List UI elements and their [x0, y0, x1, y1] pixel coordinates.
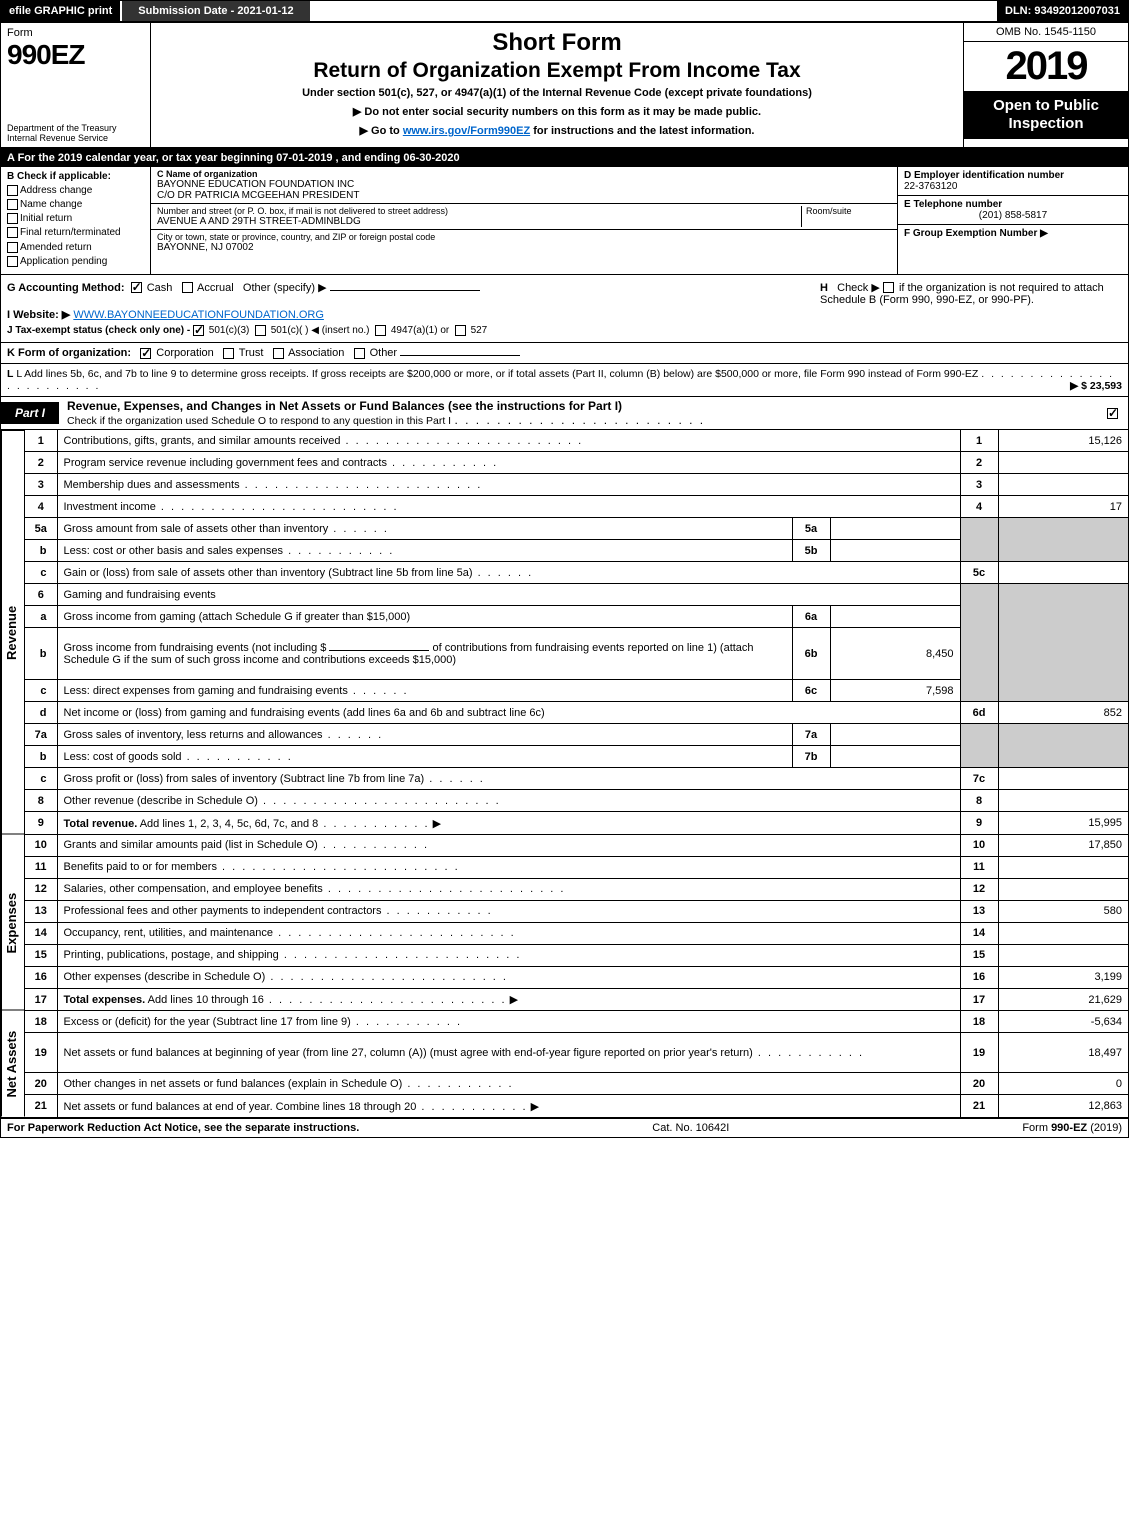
org-name-cell: C Name of organization BAYONNE EDUCATION…	[151, 167, 897, 204]
line-21: 21 Net assets or fund balances at end of…	[25, 1095, 1128, 1117]
dept-treasury: Department of the Treasury Internal Reve…	[7, 123, 144, 143]
box-h: H Check ▶ if the organization is not req…	[812, 281, 1122, 336]
revenue-label: Revenue	[1, 430, 25, 834]
chk-initial-return[interactable]: Initial return	[7, 213, 144, 224]
chk-accrual[interactable]	[182, 282, 193, 293]
chk-final-return[interactable]: Final return/terminated	[7, 227, 144, 238]
expenses-table: 10 Grants and similar amounts paid (list…	[25, 834, 1128, 1011]
chk-501c[interactable]	[255, 325, 266, 336]
city-cell: City or town, state or province, country…	[151, 230, 897, 255]
line-16: 16 Other expenses (describe in Schedule …	[25, 966, 1128, 988]
line-3: 3 Membership dues and assessments 3	[25, 474, 1128, 496]
goto-instruction: ▶ Go to www.irs.gov/Form990EZ for instru…	[159, 124, 955, 137]
line-2: 2 Program service revenue including gove…	[25, 452, 1128, 474]
group-cell: F Group Exemption Number ▶	[898, 225, 1128, 242]
accounting-method: G Accounting Method: Cash Accrual Other …	[7, 281, 812, 294]
period-row: A For the 2019 calendar year, or tax yea…	[1, 149, 1128, 167]
revenue-section: Revenue 1 Contributions, gifts, grants, …	[1, 430, 1128, 834]
netassets-label: Net Assets	[1, 1010, 25, 1117]
box-d: D Employer identification number 22-3763…	[898, 167, 1128, 274]
chk-corporation[interactable]	[140, 348, 151, 359]
line-14: 14 Occupancy, rent, utilities, and maint…	[25, 922, 1128, 944]
irs-link[interactable]: www.irs.gov/Form990EZ	[403, 125, 530, 137]
omb-number: OMB No. 1545-1150	[964, 23, 1128, 42]
dln-label: DLN: 93492012007031	[997, 1, 1128, 21]
subtitle: Under section 501(c), 527, or 4947(a)(1)…	[159, 87, 955, 99]
form-990ez-page: efile GRAPHIC print Submission Date - 20…	[0, 0, 1129, 1138]
form-header: Form 990EZ Department of the Treasury In…	[1, 23, 1128, 149]
chk-527[interactable]	[455, 325, 466, 336]
tax-year: 2019	[964, 42, 1128, 91]
netassets-table: 18 Excess or (deficit) for the year (Sub…	[25, 1010, 1128, 1117]
line-7c: c Gross profit or (loss) from sales of i…	[25, 768, 1128, 790]
chk-4947[interactable]	[375, 325, 386, 336]
line-20: 20 Other changes in net assets or fund b…	[25, 1073, 1128, 1095]
ssn-warning: ▶ Do not enter social security numbers o…	[159, 105, 955, 118]
header-center: Short Form Return of Organization Exempt…	[151, 23, 963, 147]
netassets-section: Net Assets 18 Excess or (deficit) for th…	[1, 1010, 1128, 1117]
part1-header: Part I Revenue, Expenses, and Changes in…	[1, 397, 1128, 430]
website-link[interactable]: WWW.BAYONNEEDUCATIONFOUNDATION.ORG	[73, 309, 324, 321]
line-13: 13 Professional fees and other payments …	[25, 900, 1128, 922]
header-right: OMB No. 1545-1150 2019 Open to Public In…	[963, 23, 1128, 147]
line-17: 17 Total expenses. Add lines 10 through …	[25, 988, 1128, 1010]
tel-cell: E Telephone number (201) 858-5817	[898, 196, 1128, 225]
part1-title: Revenue, Expenses, and Changes in Net As…	[59, 397, 1107, 429]
footer: For Paperwork Reduction Act Notice, see …	[1, 1117, 1128, 1137]
box-c: C Name of organization BAYONNE EDUCATION…	[151, 167, 898, 274]
revenue-table: 1 Contributions, gifts, grants, and simi…	[25, 430, 1128, 834]
chk-trust[interactable]	[223, 348, 234, 359]
expenses-label: Expenses	[1, 834, 25, 1011]
topbar: efile GRAPHIC print Submission Date - 20…	[1, 1, 1128, 23]
line-10: 10 Grants and similar amounts paid (list…	[25, 834, 1128, 856]
form-ref: Form 990-EZ (2019)	[1022, 1122, 1122, 1134]
row-l: L L Add lines 5b, 6c, and 7b to line 9 t…	[1, 364, 1128, 397]
line-5c: c Gain or (loss) from sale of assets oth…	[25, 562, 1128, 584]
part1-label: Part I	[1, 402, 59, 424]
chk-association[interactable]	[273, 348, 284, 359]
header-left: Form 990EZ Department of the Treasury In…	[1, 23, 151, 147]
line-1: 1 Contributions, gifts, grants, and simi…	[25, 430, 1128, 452]
open-public: Open to Public Inspection	[964, 91, 1128, 139]
line-12: 12 Salaries, other compensation, and emp…	[25, 878, 1128, 900]
line-9: 9 Total revenue. Add lines 1, 2, 3, 4, 5…	[25, 812, 1128, 834]
form-number: 990EZ	[7, 39, 144, 71]
line-15: 15 Printing, publications, postage, and …	[25, 944, 1128, 966]
part1-checkbox[interactable]	[1107, 407, 1128, 419]
short-form-title: Short Form	[159, 29, 955, 57]
chk-application-pending[interactable]: Application pending	[7, 256, 144, 267]
expenses-section: Expenses 10 Grants and similar amounts p…	[1, 834, 1128, 1011]
info-grid: B Check if applicable: Address change Na…	[1, 167, 1128, 275]
chk-other-org[interactable]	[354, 348, 365, 359]
line-7a: 7a Gross sales of inventory, less return…	[25, 724, 1128, 746]
row-g-h: G Accounting Method: Cash Accrual Other …	[1, 275, 1128, 343]
efile-label: efile GRAPHIC print	[1, 1, 120, 21]
line-6: 6 Gaming and fundraising events	[25, 584, 1128, 606]
return-title: Return of Organization Exempt From Incom…	[159, 59, 955, 83]
chk-cash[interactable]	[131, 282, 142, 293]
line-11: 11 Benefits paid to or for members 11	[25, 856, 1128, 878]
line-19: 19 Net assets or fund balances at beginn…	[25, 1033, 1128, 1073]
line-6d: d Net income or (loss) from gaming and f…	[25, 702, 1128, 724]
cat-number: Cat. No. 10642I	[652, 1122, 729, 1134]
chk-address-change[interactable]: Address change	[7, 185, 144, 196]
street-cell: Number and street (or P. O. box, if mail…	[151, 204, 897, 230]
website-row: I Website: ▶ WWW.BAYONNEEDUCATIONFOUNDAT…	[7, 308, 812, 321]
tax-exempt-row: J Tax-exempt status (check only one) - 5…	[7, 325, 812, 336]
line-18: 18 Excess or (deficit) for the year (Sub…	[25, 1011, 1128, 1033]
chk-501c3[interactable]	[193, 325, 204, 336]
chk-schedule-b[interactable]	[883, 282, 894, 293]
chk-amended-return[interactable]: Amended return	[7, 242, 144, 253]
submission-date: Submission Date - 2021-01-12	[120, 1, 311, 21]
box-b: B Check if applicable: Address change Na…	[1, 167, 151, 274]
line-8: 8 Other revenue (describe in Schedule O)…	[25, 790, 1128, 812]
ein-cell: D Employer identification number 22-3763…	[898, 167, 1128, 196]
form-word: Form	[7, 27, 144, 39]
box-b-label: B Check if applicable:	[7, 171, 144, 182]
line-5a: 5a Gross amount from sale of assets othe…	[25, 518, 1128, 540]
line-4: 4 Investment income 4 17	[25, 496, 1128, 518]
chk-name-change[interactable]: Name change	[7, 199, 144, 210]
paperwork-notice: For Paperwork Reduction Act Notice, see …	[7, 1122, 359, 1134]
row-k: K Form of organization: Corporation Trus…	[1, 343, 1128, 364]
